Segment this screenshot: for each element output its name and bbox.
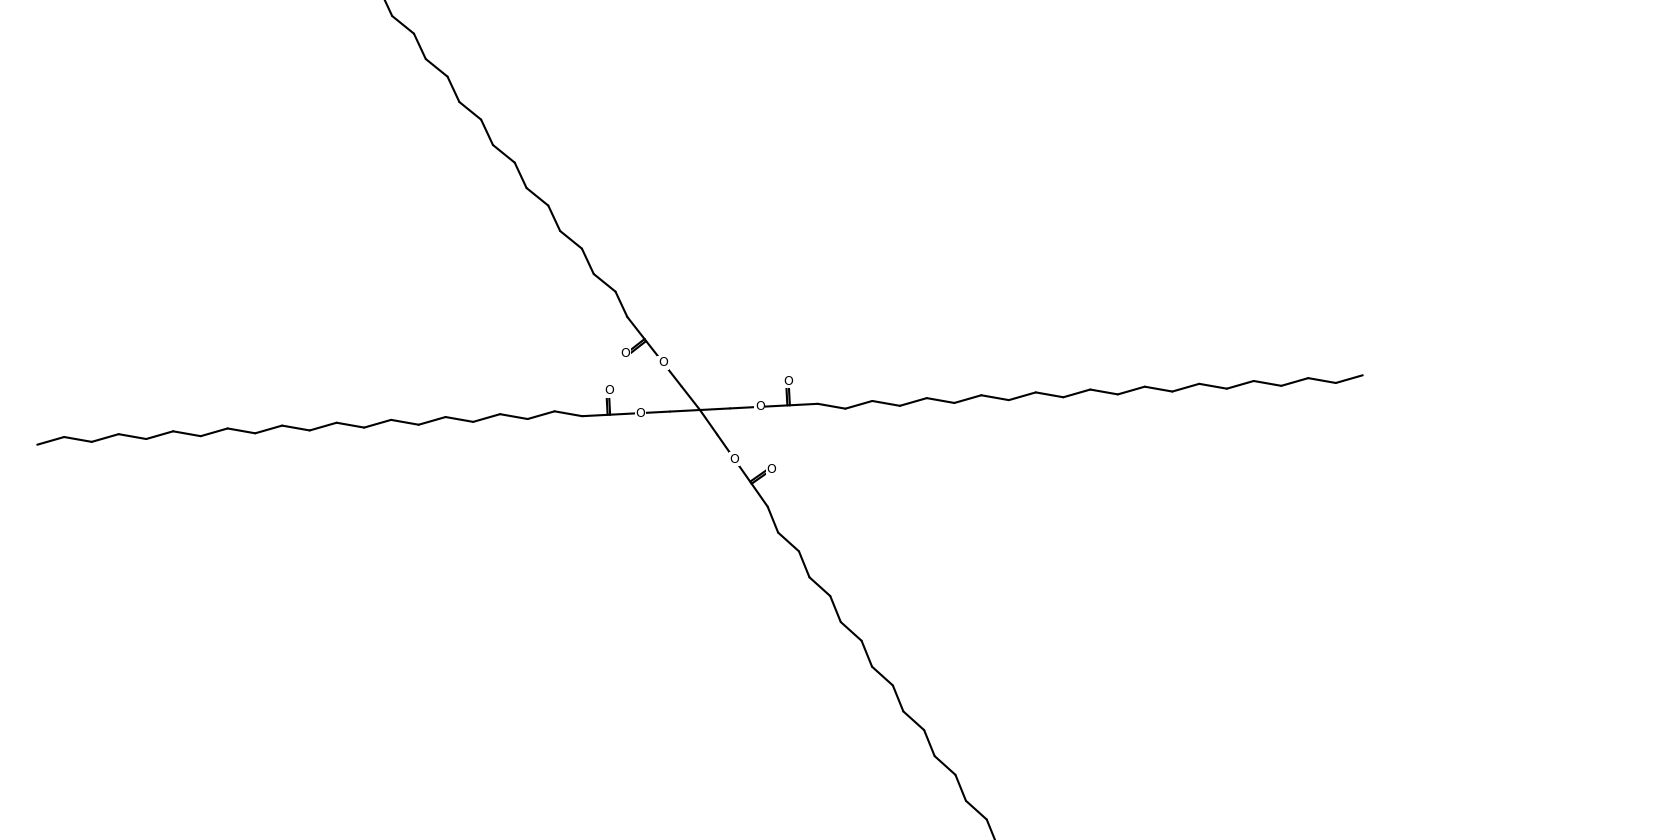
- Text: O: O: [605, 384, 615, 397]
- Text: O: O: [767, 464, 777, 476]
- Text: O: O: [635, 407, 645, 420]
- Text: O: O: [658, 356, 668, 370]
- Text: O: O: [783, 375, 793, 388]
- Text: O: O: [755, 401, 765, 413]
- Text: O: O: [621, 348, 631, 360]
- Text: O: O: [730, 453, 740, 465]
